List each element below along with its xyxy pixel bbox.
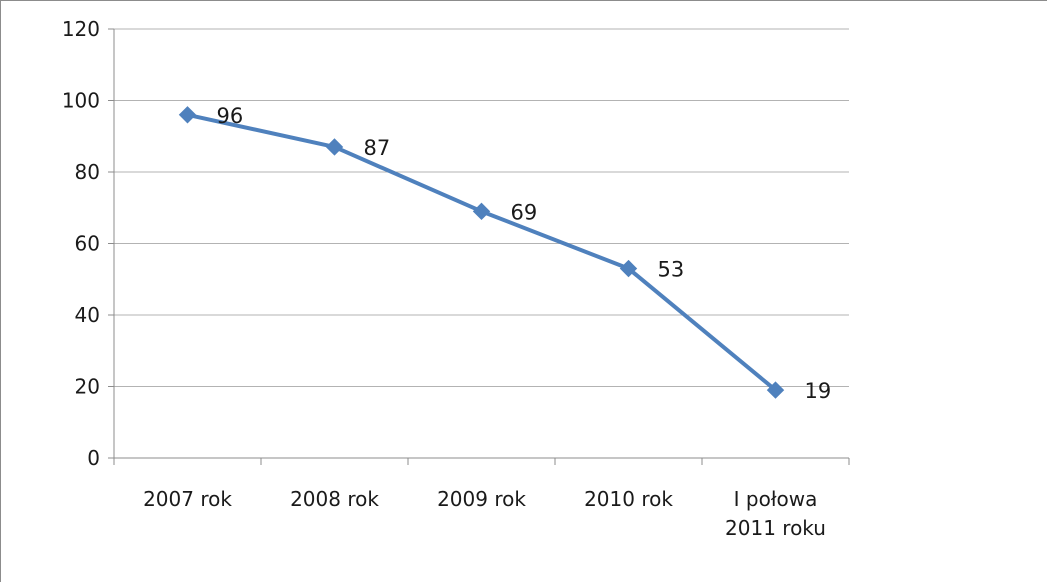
data-point-marker: [619, 259, 638, 278]
x-tick-label: 2010 rok: [584, 487, 673, 511]
x-tick-label: 2007 rok: [143, 487, 232, 511]
data-point-marker: [325, 138, 344, 156]
axes: [108, 28, 850, 465]
y-tick-label: 20: [75, 375, 100, 399]
data-label: 87: [364, 136, 391, 160]
series-line-path: [185, 112, 778, 393]
x-tick-label: 2008 rok: [290, 487, 379, 511]
data-point-marker: [178, 106, 197, 124]
y-tick-label: 120: [62, 17, 100, 41]
data-labels: 96 87 69 53 19: [217, 104, 832, 403]
y-tick-label: 60: [75, 232, 100, 256]
y-tick-label: 0: [87, 446, 100, 470]
y-tick-label: 80: [75, 160, 100, 184]
data-label: 96: [217, 104, 244, 128]
series-markers: [178, 106, 785, 399]
data-label: 69: [511, 200, 538, 224]
gridlines: [114, 28, 849, 387]
data-label: 19: [805, 379, 832, 403]
x-tick-label: 2009 rok: [437, 487, 526, 511]
series-line: [185, 112, 778, 393]
y-tick-label: 100: [62, 89, 100, 113]
data-point-marker: [472, 202, 491, 221]
data-label: 53: [658, 258, 685, 282]
y-axis-tick-labels: 0 20 40 60 80 100 120: [62, 17, 100, 470]
data-point-marker: [766, 381, 785, 399]
y-tick-label: 40: [75, 303, 100, 327]
x-tick-label: I połowa 2011 roku: [725, 487, 826, 540]
x-axis-tick-labels: 2007 rok 2008 rok 2009 rok 2010 rok I połowa…: [143, 487, 826, 540]
